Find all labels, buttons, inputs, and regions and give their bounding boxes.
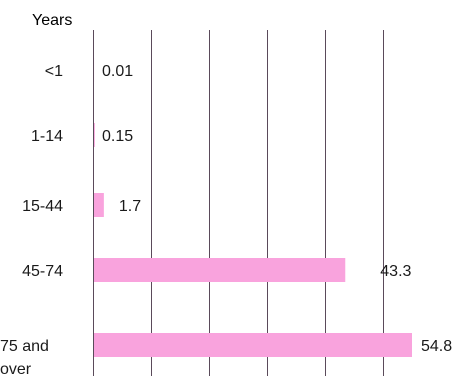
grid-lines bbox=[93, 30, 384, 376]
data-label: 0.01 bbox=[102, 63, 133, 80]
bar bbox=[94, 123, 95, 147]
category-labels: <1 1-14 15-44 45-74 75 and over bbox=[0, 63, 63, 376]
data-label: 43.3 bbox=[380, 263, 411, 280]
data-label: 1.7 bbox=[119, 198, 141, 215]
category-label: 1-14 bbox=[31, 128, 63, 145]
data-label: 54.8 bbox=[421, 338, 452, 355]
category-label: 15-44 bbox=[22, 198, 63, 215]
data-labels: 0.01 0.15 1.7 43.3 54.8 bbox=[102, 63, 452, 355]
category-label: <1 bbox=[45, 63, 63, 80]
category-label: 45-74 bbox=[22, 263, 63, 280]
bars bbox=[94, 58, 412, 357]
bar bbox=[94, 258, 346, 282]
category-label: 75 and over bbox=[0, 338, 49, 376]
bar bbox=[94, 333, 412, 357]
data-label: 0.15 bbox=[102, 128, 133, 145]
y-axis-title: Years bbox=[32, 12, 72, 29]
bar bbox=[94, 193, 104, 217]
